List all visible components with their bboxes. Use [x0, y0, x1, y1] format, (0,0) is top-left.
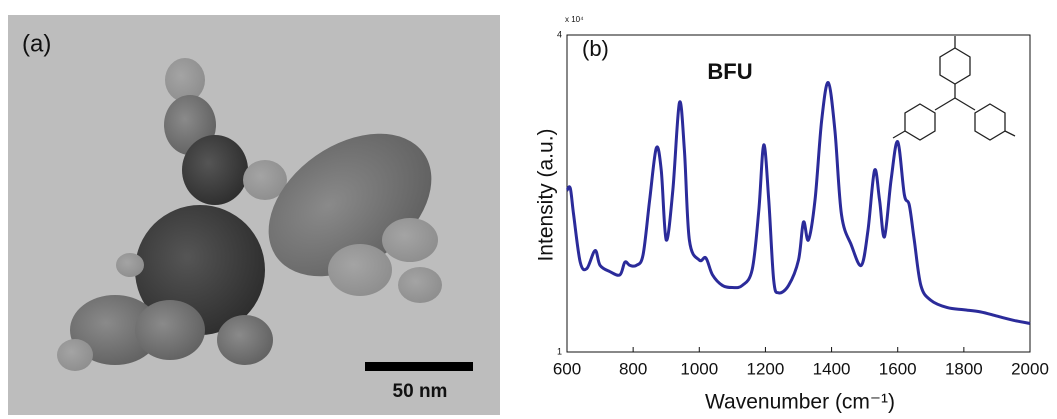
x-tick-label: 1000 — [680, 359, 718, 378]
chart-title: BFU — [707, 59, 752, 84]
particle — [182, 135, 248, 205]
particle — [165, 58, 205, 102]
particle — [135, 300, 205, 360]
particle — [70, 295, 160, 365]
molecule — [892, 36, 1016, 141]
x-tick-label: 2000 — [1011, 359, 1049, 378]
plot-frame — [566, 34, 1031, 353]
particle — [382, 218, 438, 262]
particle — [217, 315, 273, 365]
panel-label: (a) — [22, 30, 51, 57]
tem-image: (a) 50 nm — [8, 15, 500, 415]
particle — [57, 339, 93, 371]
particle — [116, 253, 144, 277]
particle — [328, 244, 392, 296]
particle — [398, 267, 442, 303]
x-tick-label: 1800 — [945, 359, 983, 378]
scale-bar-label: 50 nm — [393, 381, 448, 402]
y-axis-label: Intensity (a.u.) — [535, 128, 558, 261]
spectrum-line — [565, 81, 1031, 325]
y-tick-label: 1 — [557, 346, 562, 356]
y-multiplier: x 10⁴ — [565, 15, 584, 24]
panel-label: (b) — [582, 36, 609, 61]
x-tick-label: 1200 — [747, 359, 785, 378]
y-tick-label: 4 — [557, 29, 562, 39]
x-tick-label: 600 — [553, 359, 581, 378]
x-axis-label: Wavenumber (cm⁻¹) — [705, 391, 895, 414]
x-tick-label: 1400 — [813, 359, 851, 378]
x-tick-label: 800 — [619, 359, 647, 378]
x-tick-label: 1600 — [879, 359, 917, 378]
particle — [243, 160, 287, 200]
scale-bar — [365, 362, 473, 371]
